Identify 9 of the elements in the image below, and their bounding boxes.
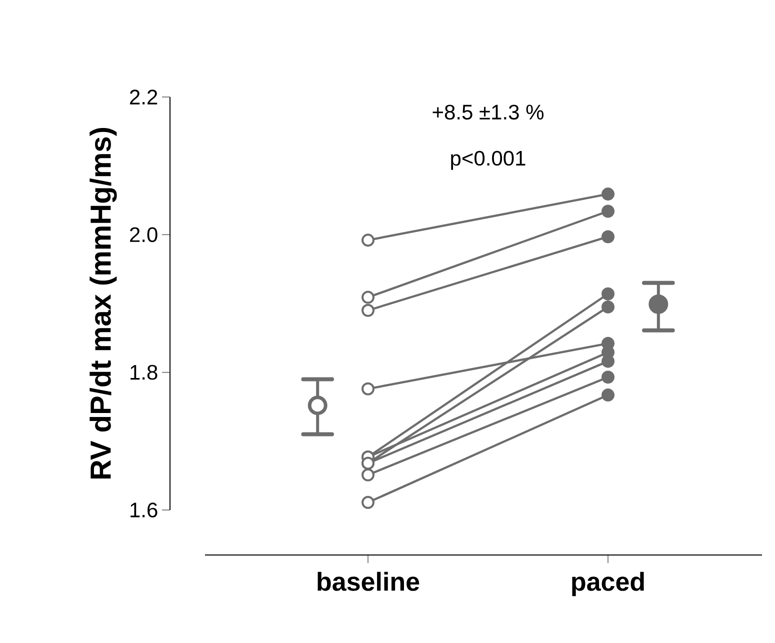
x-tick-label: paced [572,572,644,596]
y-tick-label: 2.0 [130,227,158,242]
y-axis-title: RV dP/dt max (mmHg/ms) [90,128,117,479]
y-tick-label: 1.6 [130,502,158,518]
annotation: p<0.001 [451,150,526,170]
annotation: +8.5 ±1.3 % [432,104,544,120]
y-tick-label: 2.2 [130,90,158,104]
x-tick-label: baseline [318,572,420,591]
y-tick-label: 1.8 [130,364,158,380]
